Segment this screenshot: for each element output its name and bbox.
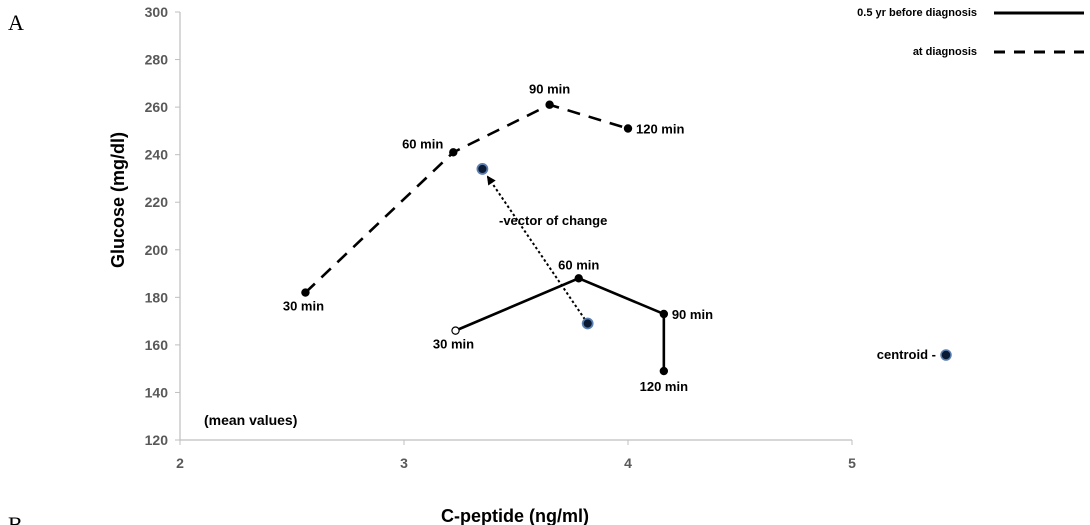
y-tick-label: 180 — [145, 289, 169, 305]
series-0-point-label: 120 min — [640, 379, 688, 394]
series-0-point-label: 90 min — [672, 307, 713, 322]
y-tick-label: 260 — [145, 99, 169, 115]
vector-arrowhead — [486, 175, 496, 186]
mean-values-note: (mean values) — [204, 412, 297, 428]
x-tick-label: 4 — [624, 455, 632, 471]
centroid-legend-marker — [940, 349, 952, 361]
vector-of-change-label: -vector of change — [499, 213, 607, 228]
panel-letter-b: B — [8, 512, 23, 525]
y-tick-label: 200 — [145, 242, 169, 258]
series-0-point-label: 30 min — [433, 337, 474, 352]
series-1-point — [545, 100, 554, 109]
series-1-point-label: 120 min — [636, 122, 684, 137]
series-0-point-label: 60 min — [558, 257, 599, 272]
y-tick-label: 300 — [145, 4, 169, 20]
x-tick-label: 3 — [400, 455, 408, 471]
plot-axes: 120 140 160 180 200 220 240 260 280 300 2 3 4 5 — [145, 4, 856, 471]
x-tick-label: 2 — [176, 455, 184, 471]
series-1-point — [301, 288, 310, 297]
y-tick-label: 160 — [145, 337, 169, 353]
series-1-point — [449, 148, 458, 157]
y-tick-label: 220 — [145, 194, 169, 210]
panel-letter-a: A — [8, 10, 24, 35]
series-1-point — [623, 124, 633, 133]
series-0-point — [574, 274, 583, 283]
y-axis-title: Glucose (mg/dl) — [108, 132, 128, 268]
series-0-point — [659, 366, 669, 376]
series-line-1 — [304, 103, 629, 294]
x-tick-label: 5 — [848, 455, 856, 471]
series-0-point — [451, 326, 460, 335]
y-tick-label: 280 — [145, 52, 169, 68]
series-1-point-label: 30 min — [283, 299, 324, 314]
centroid-marker-0 — [581, 317, 594, 330]
series-1-point-label: 90 min — [529, 82, 570, 97]
y-tick-label: 240 — [145, 147, 169, 163]
series-1-point-label: 60 min — [402, 136, 443, 151]
centroid-marker-1 — [476, 163, 489, 175]
series-layer — [304, 103, 666, 372]
centroid-legend-label: centroid - — [877, 347, 936, 362]
marks-layer — [301, 100, 669, 376]
legend-label-dashed: at diagnosis — [913, 46, 977, 58]
y-tick-label: 140 — [145, 384, 169, 400]
labels-layer: 30 min 60 min 90 min 120 min 30 min 60 min 90 … — [283, 82, 713, 394]
series-line-0 — [455, 276, 666, 372]
x-axis-title: C-peptide (ng/ml) — [441, 506, 589, 525]
legend-label-solid: 0.5 yr before diagnosis — [857, 7, 977, 19]
y-tick-label: 120 — [145, 432, 169, 448]
series-0-point — [659, 309, 669, 319]
vector-of-change-line — [486, 174, 589, 325]
